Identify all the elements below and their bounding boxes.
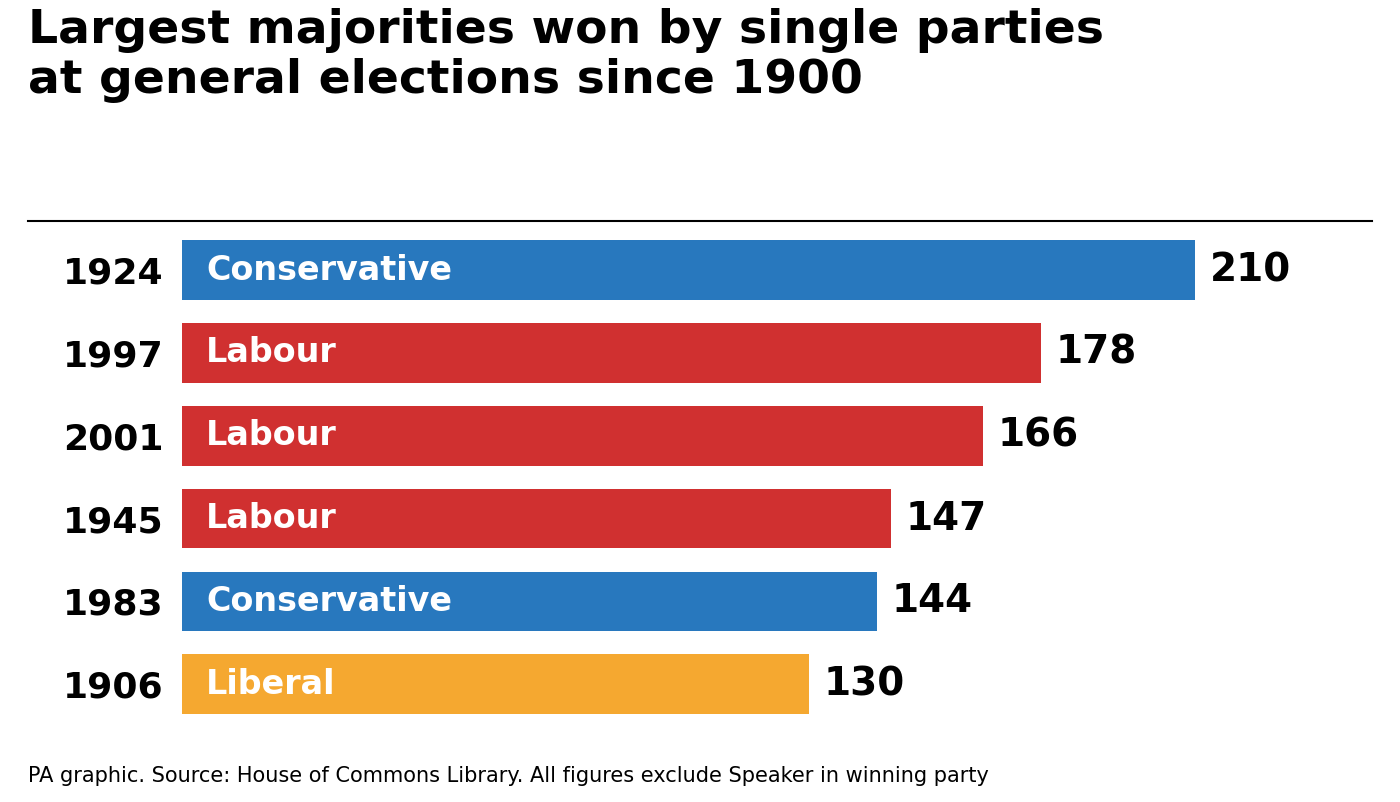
Text: Labour: Labour	[206, 337, 337, 370]
Text: Conservative: Conservative	[206, 585, 452, 618]
Text: Labour: Labour	[206, 502, 337, 535]
Text: Conservative: Conservative	[206, 253, 452, 286]
Text: 130: 130	[823, 666, 904, 703]
Bar	[182, 654, 809, 714]
Bar	[182, 406, 983, 466]
Bar	[182, 323, 1042, 383]
Text: 144: 144	[892, 582, 973, 621]
Bar	[182, 488, 892, 549]
Text: Labour: Labour	[206, 419, 337, 452]
Text: 210: 210	[1210, 251, 1291, 289]
Text: 178: 178	[1056, 334, 1137, 372]
Bar	[182, 572, 876, 631]
Text: Largest majorities won by single parties
at general elections since 1900: Largest majorities won by single parties…	[28, 8, 1105, 103]
Text: 147: 147	[906, 500, 987, 537]
Text: PA graphic. Source: House of Commons Library. All figures exclude Speaker in win: PA graphic. Source: House of Commons Lib…	[28, 766, 988, 786]
Text: 166: 166	[998, 417, 1078, 455]
Bar	[182, 241, 1196, 300]
Text: Liberal: Liberal	[206, 668, 336, 701]
